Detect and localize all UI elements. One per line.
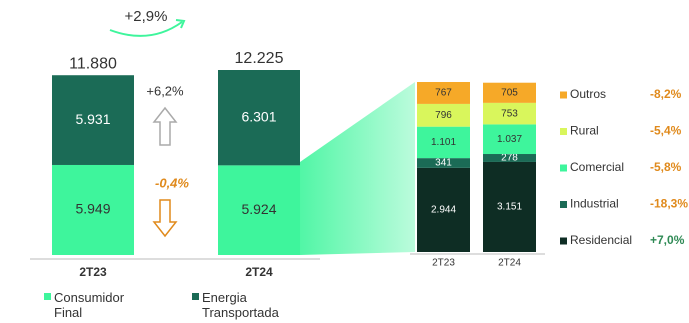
- value-label: 1.037: [497, 134, 522, 145]
- legend-swatch: [560, 201, 567, 208]
- value-label: 796: [435, 110, 452, 121]
- value-label: 705: [501, 87, 518, 98]
- value-label: 278: [501, 153, 518, 164]
- legend-label: Rural: [570, 124, 599, 138]
- bar-segment: [483, 154, 536, 162]
- legend-change: -5,4%: [650, 124, 682, 138]
- bar-segment: [52, 75, 134, 165]
- value-label: 341: [435, 158, 452, 169]
- legend-label: Consumidor Final: [54, 290, 125, 320]
- legend-swatch: [560, 164, 567, 172]
- legend-swatch: [560, 237, 567, 245]
- total-label: 11.880: [69, 55, 117, 72]
- bar-segment: [417, 167, 470, 252]
- legend-label: Industrial: [570, 197, 619, 211]
- legend-item: Energia Transportada: [202, 290, 279, 320]
- legend-change: -8,2%: [650, 87, 682, 101]
- x-tick-label: 2T23: [432, 258, 455, 269]
- bar-segment: [417, 82, 470, 104]
- value-label: 767: [435, 88, 452, 99]
- bar-segment: [417, 126, 470, 159]
- bar-segment: [483, 161, 536, 252]
- growth-arrow-head: [175, 19, 186, 29]
- down-arrow: [152, 199, 178, 238]
- bar-segment: [417, 103, 470, 127]
- value-label: 5.931: [75, 111, 110, 127]
- legend-change: +7,0%: [650, 233, 685, 247]
- value-label: 5.924: [241, 201, 276, 217]
- value-label: 2.944: [431, 205, 456, 216]
- value-label: 753: [501, 108, 518, 119]
- bar-segment: [218, 70, 300, 166]
- legend-label: Residencial: [570, 233, 632, 247]
- bar-segment: [483, 102, 536, 125]
- legend-label: Energia Transportada: [202, 290, 279, 320]
- legend-label: Outros: [570, 87, 606, 101]
- growth-arrow: [109, 21, 183, 37]
- legend-swatch: [192, 293, 199, 300]
- value-label: 6.301: [241, 108, 276, 124]
- legend-label: Comercial: [570, 160, 624, 174]
- x-tick-label: 2T24: [245, 265, 273, 279]
- bar-segment: [483, 124, 536, 155]
- up-arrow: [152, 106, 178, 146]
- annotation: +2,9%: [125, 8, 168, 25]
- zoom-wedge: [300, 82, 415, 255]
- annotation: -0,4%: [155, 175, 189, 190]
- bar-segment: [218, 165, 300, 255]
- annotation: +6,2%: [146, 83, 184, 98]
- x-tick-label: 2T23: [79, 265, 107, 279]
- bar-segment: [52, 164, 134, 255]
- legend-change: -18,3%: [650, 197, 688, 211]
- bar-segment: [483, 82, 536, 103]
- total-label: 12.225: [235, 50, 284, 67]
- legend-swatch: [560, 91, 567, 99]
- bar-segment: [417, 158, 470, 168]
- legend-swatch: [44, 293, 51, 300]
- value-label: 5.949: [75, 201, 110, 217]
- legend-swatch: [560, 128, 567, 135]
- legend-change: -5,8%: [650, 160, 682, 174]
- value-label: 1.101: [431, 137, 456, 148]
- value-label: 3.151: [497, 202, 522, 213]
- x-tick-label: 2T24: [498, 258, 521, 269]
- legend-item: Consumidor Final: [54, 290, 125, 320]
